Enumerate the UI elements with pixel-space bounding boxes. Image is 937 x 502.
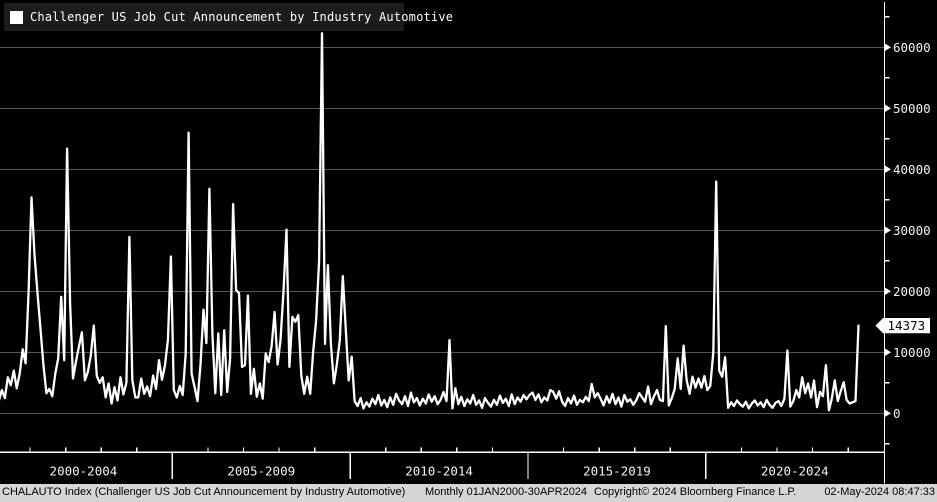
y-major-tick-arrow (884, 226, 891, 235)
y-tick-label: 0 (893, 406, 901, 421)
last-value-label: 14373 (888, 318, 926, 333)
legend[interactable]: Challenger US Job Cut Announcement by In… (4, 3, 453, 31)
last-value-badge (875, 318, 930, 334)
legend-marker-square (10, 10, 23, 24)
y-tick-label: 10000 (893, 345, 931, 360)
x-group-label: 2015-2019 (583, 464, 651, 479)
y-tick-label: 40000 (893, 162, 931, 177)
y-major-tick-arrow (884, 165, 891, 174)
series-line (0, 32, 860, 412)
status-copyright: Copyright© 2024 Bloomberg Finance L.P. (594, 486, 797, 498)
y-tick-label: 60000 (893, 40, 931, 55)
job-cuts-line-chart[interactable]: 0 10000 20000 30000 40000 50000 60000 2000-2004… (0, 0, 937, 484)
y-major-tick-arrow (884, 104, 891, 113)
y-major-tick-arrow (884, 43, 891, 52)
y-major-tick-arrow (884, 287, 891, 296)
y-tick-label: 20000 (893, 284, 931, 299)
status-bar: CHALAUTO Index (Challenger US Job Cut An… (0, 484, 937, 502)
chart-plot-area[interactable]: 0 10000 20000 30000 40000 50000 60000 2000-2004… (0, 0, 937, 484)
y-tick-label: 30000 (893, 223, 931, 238)
y-major-tick-arrow (884, 348, 891, 357)
status-datetime: 02-May-2024 08:47:33 (824, 486, 935, 498)
x-group-label: 2005-2009 (227, 464, 295, 479)
status-index-description: CHALAUTO Index (Challenger US Job Cut An… (2, 486, 406, 498)
y-major-tick-arrow (884, 409, 891, 418)
status-frequency-range: Monthly 01JAN2000-30APR2024 (425, 486, 588, 498)
y-tick-label: 50000 (893, 101, 931, 116)
x-group-label: 2010-2014 (405, 464, 473, 479)
legend-label: Challenger US Job Cut Announcement by In… (30, 10, 454, 24)
x-group-label: 2000-2004 (50, 464, 118, 479)
x-group-label: 2020-2024 (761, 464, 829, 479)
